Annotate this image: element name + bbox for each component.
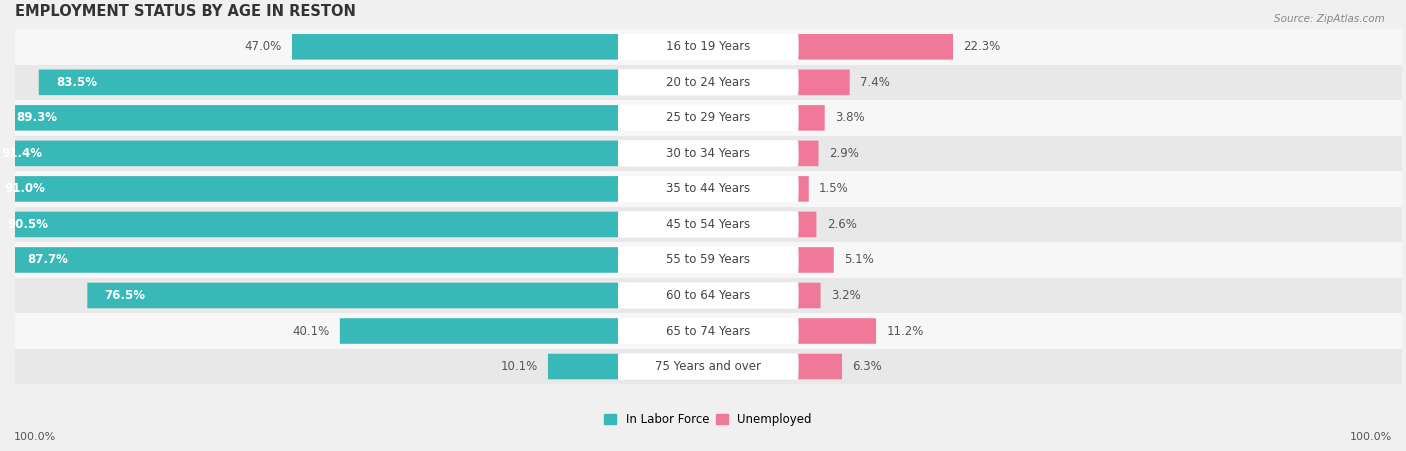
Bar xyxy=(799,141,818,166)
Bar xyxy=(799,176,808,202)
Bar xyxy=(799,34,953,60)
Bar xyxy=(292,34,619,60)
Bar xyxy=(14,171,1402,207)
Bar xyxy=(799,318,876,344)
Bar xyxy=(14,136,1402,171)
Bar xyxy=(799,283,821,308)
Text: 76.5%: 76.5% xyxy=(104,289,146,302)
Text: 16 to 19 Years: 16 to 19 Years xyxy=(666,40,751,53)
FancyBboxPatch shape xyxy=(617,105,799,131)
Bar xyxy=(14,64,1402,100)
Bar xyxy=(87,283,619,308)
Text: 35 to 44 Years: 35 to 44 Years xyxy=(666,182,751,195)
Bar xyxy=(0,176,619,202)
Bar xyxy=(799,69,849,95)
Bar xyxy=(39,69,619,95)
FancyBboxPatch shape xyxy=(617,247,799,273)
Bar xyxy=(799,105,825,131)
Bar xyxy=(548,354,619,379)
Text: EMPLOYMENT STATUS BY AGE IN RESTON: EMPLOYMENT STATUS BY AGE IN RESTON xyxy=(14,4,356,19)
Text: 100.0%: 100.0% xyxy=(14,432,56,442)
Text: 5.1%: 5.1% xyxy=(844,253,875,267)
Bar xyxy=(14,278,1402,313)
Text: 6.3%: 6.3% xyxy=(852,360,882,373)
FancyBboxPatch shape xyxy=(617,176,799,202)
Text: 7.4%: 7.4% xyxy=(860,76,890,89)
Text: 87.7%: 87.7% xyxy=(27,253,67,267)
Bar xyxy=(14,100,1402,136)
Text: 20 to 24 Years: 20 to 24 Years xyxy=(666,76,751,89)
Text: 90.5%: 90.5% xyxy=(7,218,49,231)
Text: 11.2%: 11.2% xyxy=(886,325,924,337)
FancyBboxPatch shape xyxy=(617,34,799,60)
Text: 47.0%: 47.0% xyxy=(245,40,281,53)
Text: 10.1%: 10.1% xyxy=(501,360,537,373)
Text: 60 to 64 Years: 60 to 64 Years xyxy=(666,289,751,302)
Bar xyxy=(10,247,619,273)
FancyBboxPatch shape xyxy=(617,69,799,96)
Text: 75 Years and over: 75 Years and over xyxy=(655,360,761,373)
Legend: In Labor Force, Unemployed: In Labor Force, Unemployed xyxy=(600,408,817,430)
Text: 3.8%: 3.8% xyxy=(835,111,865,124)
Text: 40.1%: 40.1% xyxy=(292,325,329,337)
Bar xyxy=(340,318,619,344)
Bar xyxy=(799,247,834,273)
Text: 91.0%: 91.0% xyxy=(4,182,45,195)
Bar xyxy=(14,349,1402,384)
Bar xyxy=(14,29,1402,64)
Text: 25 to 29 Years: 25 to 29 Years xyxy=(666,111,751,124)
Text: 55 to 59 Years: 55 to 59 Years xyxy=(666,253,751,267)
Text: 22.3%: 22.3% xyxy=(963,40,1001,53)
Bar xyxy=(0,212,619,237)
FancyBboxPatch shape xyxy=(617,354,799,380)
Text: 1.5%: 1.5% xyxy=(820,182,849,195)
Bar xyxy=(14,207,1402,242)
Text: 65 to 74 Years: 65 to 74 Years xyxy=(666,325,751,337)
Text: 3.2%: 3.2% xyxy=(831,289,860,302)
Bar xyxy=(14,313,1402,349)
Text: 2.9%: 2.9% xyxy=(830,147,859,160)
Bar xyxy=(0,105,619,131)
Text: Source: ZipAtlas.com: Source: ZipAtlas.com xyxy=(1274,14,1385,23)
Text: 100.0%: 100.0% xyxy=(1350,432,1392,442)
FancyBboxPatch shape xyxy=(617,318,799,344)
Text: 83.5%: 83.5% xyxy=(56,76,97,89)
Text: 30 to 34 Years: 30 to 34 Years xyxy=(666,147,751,160)
FancyBboxPatch shape xyxy=(617,212,799,238)
Text: 91.4%: 91.4% xyxy=(1,147,42,160)
FancyBboxPatch shape xyxy=(617,140,799,166)
Bar xyxy=(0,141,619,166)
Text: 2.6%: 2.6% xyxy=(827,218,856,231)
Bar xyxy=(799,212,817,237)
Text: 45 to 54 Years: 45 to 54 Years xyxy=(666,218,751,231)
FancyBboxPatch shape xyxy=(617,282,799,308)
Bar xyxy=(14,242,1402,278)
Bar xyxy=(799,354,842,379)
Text: 89.3%: 89.3% xyxy=(15,111,56,124)
